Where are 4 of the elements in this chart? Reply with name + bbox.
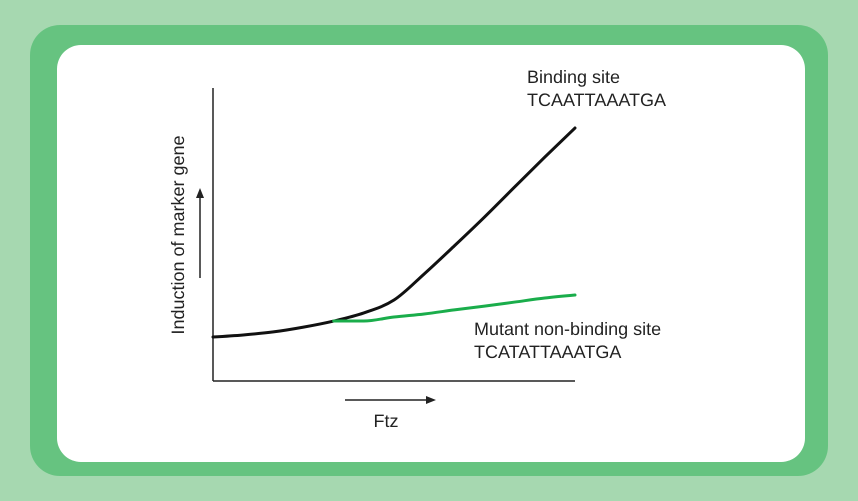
y-axis-title: Induction of marker gene	[168, 135, 188, 335]
series-label: Mutant non-binding site TCATATTAAATGA	[474, 318, 662, 362]
text: Binding site TCAATTAAATGA	[527, 67, 666, 110]
x-axis-title: Ftz	[374, 411, 398, 431]
